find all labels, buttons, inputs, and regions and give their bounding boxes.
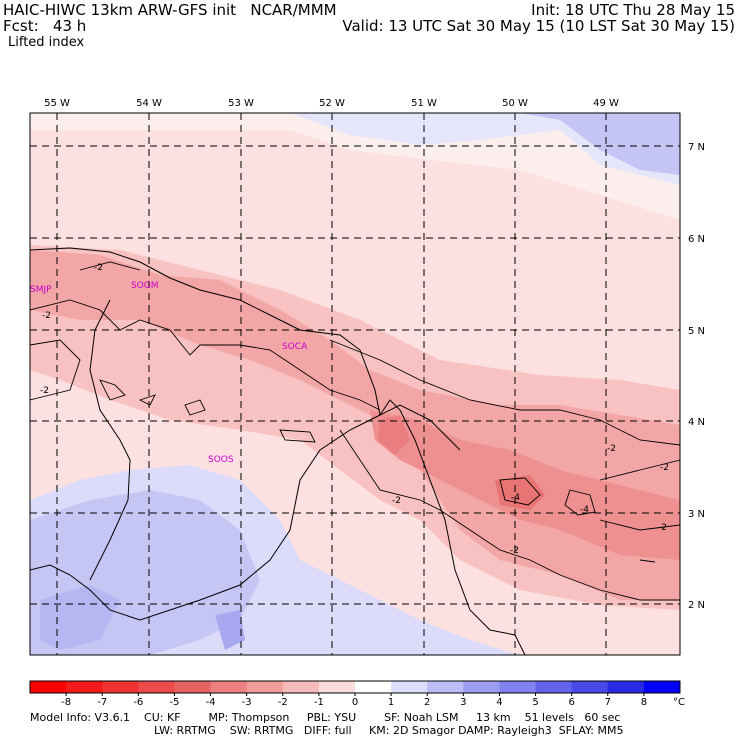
- lat-label: 4 N: [688, 417, 705, 428]
- colorbar-tick-label: -8: [61, 697, 71, 708]
- colorbar-tick-label: -5: [169, 697, 179, 708]
- colorbar-swatch: [355, 681, 392, 693]
- lon-label: 51 W: [411, 98, 437, 109]
- lat-label: 5 N: [688, 326, 705, 337]
- contour-label: -2: [660, 463, 669, 473]
- colorbar-tick-label: 2: [424, 697, 430, 708]
- lon-label: 52 W: [319, 98, 345, 109]
- lat-label: 2 N: [688, 600, 705, 611]
- colorbar-tick-label: 5: [532, 697, 538, 708]
- contour-label: -2: [94, 263, 103, 273]
- station-label: SMJP: [30, 285, 52, 295]
- station-label: SOOS: [208, 455, 234, 465]
- colorbar-tick-label: -3: [242, 697, 252, 708]
- colorbar-swatch: [391, 681, 428, 693]
- colorbar-tick-label: -4: [206, 697, 216, 708]
- contour-label: -2: [40, 386, 49, 396]
- colorbar: [30, 681, 681, 696]
- colorbar-swatch: [643, 681, 681, 693]
- model-info-line1: Model Info: V3.6.1 CU: KF MP: Thompson P…: [30, 711, 621, 724]
- contour-labels: -2 -2 -2 -2 -2 -2 -2 -2 -4 -4: [40, 263, 669, 556]
- colorbar-tick-label: 8: [641, 697, 647, 708]
- contour-label: -2: [658, 523, 667, 533]
- colorbar-tick-label: 7: [605, 697, 611, 708]
- colorbar-tick-label: -1: [314, 697, 324, 708]
- colorbar-swatch: [535, 681, 573, 693]
- colorbar-swatch: [102, 681, 139, 693]
- colorbar-swatch: [282, 681, 320, 693]
- lon-label: 53 W: [228, 98, 254, 109]
- lat-label: 6 N: [688, 234, 705, 245]
- init-time: Init: 18 UTC Thu 28 May 15: [531, 1, 735, 19]
- station-labels: SMJP SOGM SOCA SOOS: [30, 281, 308, 465]
- colorbar-tick-label: 4: [496, 697, 502, 708]
- colorbar-swatch: [571, 681, 609, 693]
- contour-label: -2: [510, 546, 519, 556]
- coastlines: [30, 247, 526, 655]
- lon-label: 49 W: [593, 98, 619, 109]
- colorbar-swatch: [607, 681, 645, 693]
- product-title: HAIC-HIWC 13km ARW-GFS init NCAR/MMM: [3, 1, 337, 19]
- contour-label: -2: [392, 496, 401, 506]
- colorbar-swatch: [30, 681, 67, 693]
- colorbar-tick-label: -2: [278, 697, 288, 708]
- colorbar-tick-label: 3: [460, 697, 466, 708]
- colorbar-swatch: [318, 681, 356, 693]
- colorbar-swatch: [427, 681, 464, 693]
- colorbar-swatch: [174, 681, 212, 693]
- colorbar-labels: -8 -7 -6 -5 -4 -3 -2 -1 0 1 2 3 4 5 6 7 8: [61, 697, 647, 708]
- colorbar-swatch: [246, 681, 284, 693]
- lifted-index-fill: [30, 113, 680, 655]
- colorbar-swatch: [463, 681, 500, 693]
- colorbar-swatch: [66, 681, 103, 693]
- colorbar-tick-label: 0: [352, 697, 358, 708]
- contours: [30, 261, 680, 601]
- forecast-hour: Fcst: 43 h: [3, 17, 87, 35]
- contour-label: -2: [607, 444, 616, 454]
- lon-labels: 55 W 54 W 53 W 52 W 51 W 50 W 49 W: [44, 98, 619, 109]
- colorbar-tick-label: -7: [97, 697, 107, 708]
- valid-time: Valid: 13 UTC Sat 30 May 15 (10 LST Sat …: [342, 17, 735, 35]
- map-frame: [29, 112, 681, 656]
- lon-label: 50 W: [502, 98, 528, 109]
- colorbar-tick-label: 6: [568, 697, 574, 708]
- lat-label: 3 N: [688, 509, 705, 520]
- colorbar-unit: °C: [673, 697, 685, 708]
- colorbar-tick-label: -6: [133, 697, 143, 708]
- lat-label: 7 N: [688, 142, 705, 153]
- contour-label: -4: [511, 493, 520, 503]
- station-label: SOGM: [131, 281, 159, 291]
- colorbar-frame: [29, 680, 681, 694]
- colorbar-swatch: [499, 681, 537, 693]
- model-info-line2: LW: RRTMG SW: RRTMG DIFF: full KM: 2D Sm…: [154, 724, 624, 737]
- top-ticks: [56, 113, 607, 119]
- lon-label: 55 W: [44, 98, 70, 109]
- colorbar-swatch: [210, 681, 248, 693]
- contour-label: -2: [42, 311, 51, 321]
- lat-lon-grid: [30, 113, 680, 655]
- lon-label: 54 W: [136, 98, 162, 109]
- colorbar-tick-label: 1: [388, 697, 394, 708]
- lat-labels: 7 N 6 N 5 N 4 N 3 N 2 N: [688, 142, 705, 611]
- field-name: Lifted index: [8, 35, 85, 50]
- colorbar-swatch: [138, 681, 175, 693]
- contour-label: -4: [580, 505, 589, 515]
- station-label: SOCA: [282, 342, 308, 352]
